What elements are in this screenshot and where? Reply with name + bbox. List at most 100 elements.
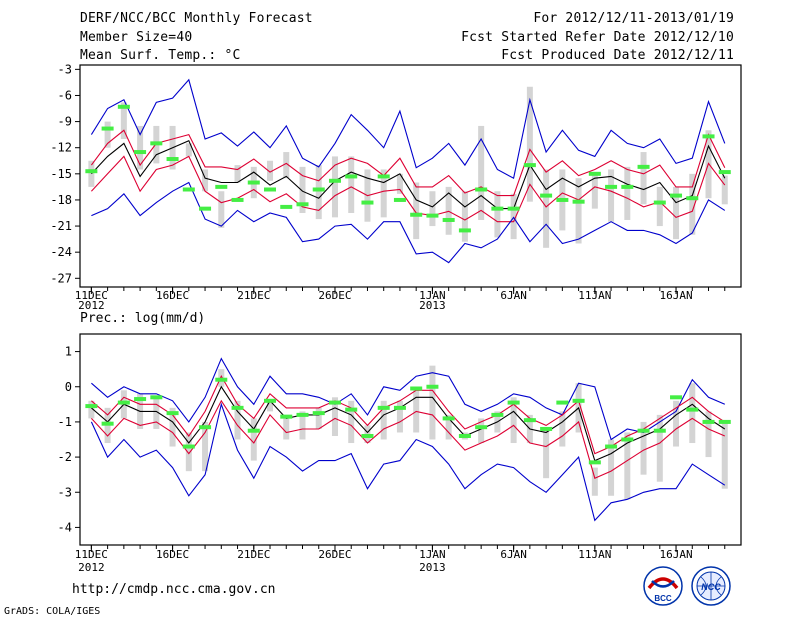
spread-bar: [429, 365, 436, 440]
spread-bar: [234, 400, 241, 440]
observation-marker: [458, 433, 471, 438]
series-line-upper: [91, 375, 726, 455]
y-tick-label: -24: [50, 245, 72, 259]
observation-marker: [588, 171, 601, 176]
observation-marker: [458, 228, 471, 233]
spread-bar: [624, 432, 631, 500]
spread-bar: [656, 414, 663, 482]
observation-marker: [556, 400, 569, 405]
observation-marker: [361, 200, 374, 205]
y-tick-label: -6: [58, 88, 72, 102]
spread-bar: [283, 152, 290, 179]
source-url[interactable]: http://cmdp.ncc.cma.gov.cn: [72, 582, 276, 597]
forecast-period: For 2012/12/11-2013/01/19: [533, 11, 734, 26]
x-tick-sublabel: 2012: [78, 561, 105, 574]
observation-marker: [702, 134, 715, 139]
spread-bar: [153, 397, 160, 429]
observation-marker: [231, 197, 244, 202]
spread-bar: [331, 397, 338, 436]
spread-bar: [494, 191, 501, 238]
x-tick-label: 6JAN: [500, 289, 527, 302]
observation-marker: [670, 395, 683, 400]
observation-marker: [572, 199, 585, 204]
spread-bar: [721, 175, 728, 205]
observation-marker: [328, 178, 341, 183]
observation-marker: [475, 187, 488, 192]
x-tick-sublabel: 2012: [78, 299, 105, 312]
spread-bar: [429, 191, 436, 227]
series-line-lower: [90, 399, 726, 479]
spread-bar: [673, 186, 680, 240]
observation-marker: [507, 206, 520, 211]
observation-marker: [670, 193, 683, 198]
x-tick-label: 21DEC: [237, 548, 270, 561]
observation-marker: [393, 197, 406, 202]
y-tick-label: -12: [50, 141, 72, 155]
spread-bar: [445, 414, 452, 440]
series-line-mean: [91, 385, 726, 462]
observation-marker: [101, 126, 114, 131]
y-tick-label: 0: [65, 380, 72, 394]
y-tick-label: -21: [50, 219, 72, 233]
observation-marker: [442, 217, 455, 222]
series-line-upper: [90, 129, 726, 197]
observation-marker: [312, 411, 325, 416]
spread-bar: [526, 86, 533, 202]
spread-bar: [591, 173, 598, 209]
observation-marker: [523, 418, 536, 423]
observation-marker: [117, 400, 130, 405]
observation-marker: [718, 170, 731, 175]
spread-bar: [478, 418, 485, 444]
observation-marker: [637, 164, 650, 169]
x-tick-label: 16DEC: [156, 289, 189, 302]
spread-bar: [218, 191, 225, 228]
spread-bar: [478, 125, 485, 220]
chart-title: DERF/NCC/BCC Monthly Forecast: [80, 11, 313, 26]
spread-bar: [575, 178, 582, 244]
observation-marker: [426, 384, 439, 389]
observation-marker: [653, 200, 666, 205]
plot-frame: [79, 64, 742, 288]
spread-bar: [413, 182, 420, 240]
spread-bar: [396, 400, 403, 433]
observation-marker: [264, 187, 277, 192]
spread-bar: [202, 169, 209, 192]
observation-marker: [621, 184, 634, 189]
bcc-logo-text: BCC: [654, 594, 672, 603]
series-line-max: [90, 78, 726, 180]
x-tick-label: 1JAN: [419, 548, 446, 561]
x-tick-sublabel: 2013: [419, 299, 446, 312]
y-tick-label: -27: [50, 271, 72, 285]
variable-label: Mean Surf. Temp.: °C: [80, 48, 241, 63]
ncc-logo-text: NCC: [701, 582, 721, 592]
spread-bar: [120, 102, 127, 139]
spread-bar: [543, 169, 550, 248]
observation-marker: [410, 386, 423, 391]
spread-bar: [348, 400, 355, 444]
x-tick-sublabel: 2013: [419, 561, 446, 574]
spread-bar: [640, 152, 647, 205]
observation-marker: [637, 428, 650, 433]
observation-marker: [166, 411, 179, 416]
observation-marker: [85, 404, 98, 409]
observation-marker: [540, 193, 553, 198]
spread-bar: [88, 400, 95, 419]
observation-marker: [328, 400, 341, 405]
observation-marker: [572, 398, 585, 403]
x-tick-label: 11DEC: [75, 548, 108, 561]
spread-bar: [380, 169, 387, 218]
y-tick-label: -3: [58, 485, 72, 499]
observation-marker: [312, 187, 325, 192]
y-tick-label: -18: [50, 193, 72, 207]
spread-bar: [396, 173, 403, 194]
observation-marker: [134, 397, 147, 402]
observation-marker: [231, 405, 244, 410]
series-line-min: [91, 181, 726, 264]
observation-marker: [588, 460, 601, 465]
spread-bar: [510, 397, 517, 444]
observation-marker: [296, 412, 309, 417]
series-line-lower: [90, 155, 726, 223]
observation-marker: [653, 428, 666, 433]
spread-bar: [299, 166, 306, 213]
spread-bar: [608, 169, 615, 222]
